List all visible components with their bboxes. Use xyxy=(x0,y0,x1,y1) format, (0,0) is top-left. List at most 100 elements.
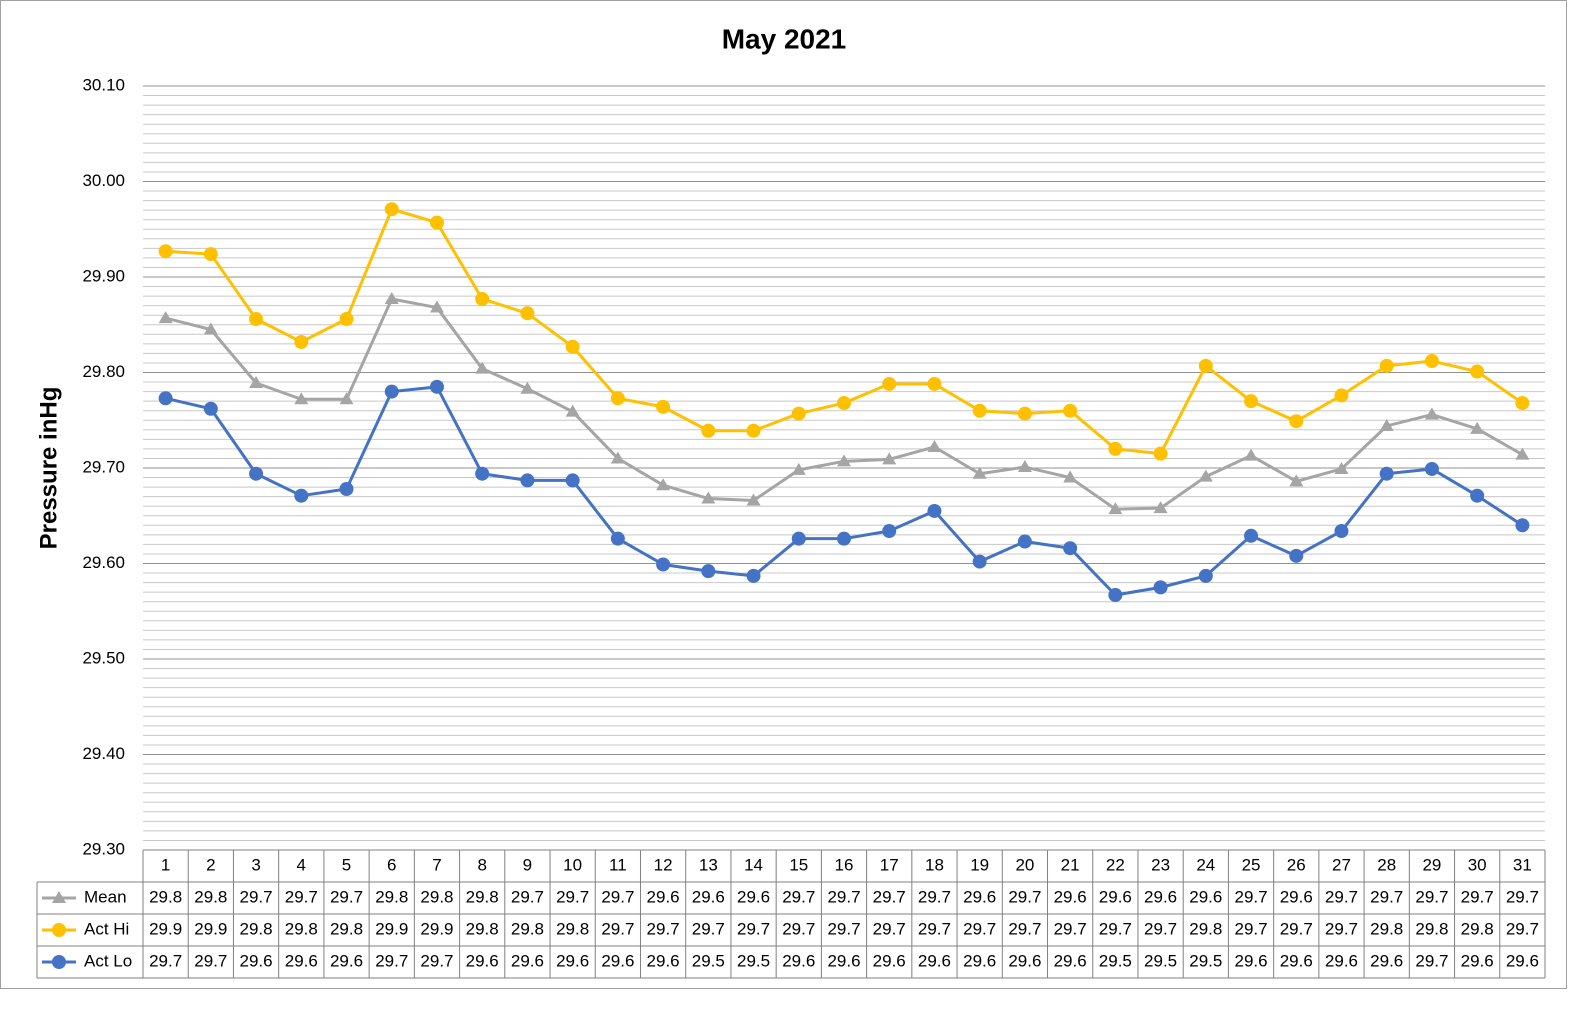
data-point xyxy=(882,452,897,465)
table-cell: 29.8 xyxy=(375,887,408,906)
table-cell: 29.7 xyxy=(1008,887,1041,906)
table-cell: 29.5 xyxy=(1189,951,1222,970)
table-cell: 29.9 xyxy=(375,919,408,938)
table-cell: 29.7 xyxy=(1144,919,1177,938)
table-cell: 29.8 xyxy=(194,887,227,906)
data-point xyxy=(1063,403,1078,418)
table-cell: 29.6 xyxy=(1370,951,1403,970)
x-tick-label: 4 xyxy=(297,855,306,874)
x-tick-label: 7 xyxy=(432,855,441,874)
table-cell: 29.9 xyxy=(149,919,182,938)
data-point xyxy=(927,439,942,452)
data-point xyxy=(384,202,399,217)
data-point xyxy=(1244,528,1259,543)
table-cell: 29.6 xyxy=(737,887,770,906)
legend-marker xyxy=(52,923,66,937)
x-tick-label: 12 xyxy=(654,855,673,874)
table-cell: 29.8 xyxy=(240,919,273,938)
data-point xyxy=(203,401,218,416)
data-point xyxy=(520,306,535,321)
data-point xyxy=(837,531,851,546)
table-cell: 29.8 xyxy=(1189,919,1222,938)
x-tick-label: 26 xyxy=(1287,855,1306,874)
data-point xyxy=(791,462,806,475)
table-cell: 29.6 xyxy=(1461,951,1494,970)
x-tick-label: 5 xyxy=(342,855,351,874)
table-cell: 29.7 xyxy=(601,919,634,938)
chart-title: May 2021 xyxy=(722,23,847,54)
table-cell: 29.9 xyxy=(420,919,453,938)
table-cell: 29.7 xyxy=(827,919,860,938)
data-point xyxy=(701,423,716,438)
data-point xyxy=(791,406,806,421)
data-point xyxy=(1515,447,1530,460)
data-point xyxy=(1017,406,1032,421)
x-tick-label: 27 xyxy=(1332,855,1351,874)
data-point xyxy=(656,478,671,491)
data-point xyxy=(1017,460,1032,473)
y-tick-label: 29.60 xyxy=(82,553,125,572)
table-cell: 29.6 xyxy=(873,951,906,970)
table-cell: 29.8 xyxy=(466,919,499,938)
y-tick-label: 30.10 xyxy=(82,75,125,94)
table-cell: 29.7 xyxy=(647,919,680,938)
data-point xyxy=(1470,364,1485,379)
data-point xyxy=(294,334,309,349)
table-cell: 29.6 xyxy=(918,951,951,970)
data-point xyxy=(339,392,354,405)
table-cell: 29.9 xyxy=(194,919,227,938)
table-cell: 29.8 xyxy=(466,887,499,906)
legend-label: Act Lo xyxy=(84,951,132,970)
table-cell: 29.6 xyxy=(511,951,544,970)
data-point xyxy=(158,244,173,259)
data-point xyxy=(294,488,309,503)
data-point xyxy=(746,493,761,506)
data-point xyxy=(1424,407,1439,420)
table-cell: 29.7 xyxy=(240,887,273,906)
x-tick-label: 10 xyxy=(563,855,582,874)
table-cell: 29.5 xyxy=(692,951,725,970)
chart-border xyxy=(0,0,1567,989)
table-cell: 29.7 xyxy=(375,951,408,970)
data-point xyxy=(1108,502,1123,515)
table-cell: 29.7 xyxy=(827,887,860,906)
table-cell: 29.6 xyxy=(1054,951,1087,970)
table-cell: 29.6 xyxy=(1280,887,1313,906)
data-point xyxy=(746,568,761,583)
data-point xyxy=(701,564,716,579)
table-cell: 29.6 xyxy=(782,951,815,970)
x-tick-label: 28 xyxy=(1377,855,1396,874)
data-point xyxy=(1108,441,1123,456)
x-tick-label: 8 xyxy=(477,855,486,874)
table-cell: 29.5 xyxy=(1099,951,1132,970)
table-cell: 29.6 xyxy=(963,887,996,906)
table-cell: 29.6 xyxy=(1008,951,1041,970)
table-cell: 29.7 xyxy=(1370,887,1403,906)
table-cell: 29.7 xyxy=(511,887,544,906)
x-tick-label: 3 xyxy=(251,855,260,874)
data-point xyxy=(1379,418,1394,431)
data-point xyxy=(565,473,580,488)
data-point xyxy=(1198,568,1213,583)
x-tick-label: 11 xyxy=(609,855,627,874)
table-cell: 29.7 xyxy=(1325,919,1358,938)
data-point xyxy=(1244,448,1259,461)
table-cell: 29.6 xyxy=(1099,887,1132,906)
data-point xyxy=(656,557,671,572)
data-point xyxy=(249,312,264,327)
data-point xyxy=(1424,354,1439,369)
y-tick-label: 29.30 xyxy=(82,839,125,858)
legend-label: Mean xyxy=(84,887,127,906)
table-cell: 29.6 xyxy=(963,951,996,970)
data-point xyxy=(1334,524,1349,539)
table-cell: 29.5 xyxy=(737,951,770,970)
data-point xyxy=(927,376,942,391)
data-point xyxy=(1515,518,1530,533)
x-tick-label: 31 xyxy=(1513,855,1532,874)
data-point xyxy=(972,466,987,479)
data-point xyxy=(882,376,897,391)
legend-marker xyxy=(52,891,66,903)
x-tick-label: 22 xyxy=(1106,855,1125,874)
table-cell: 29.7 xyxy=(692,919,725,938)
